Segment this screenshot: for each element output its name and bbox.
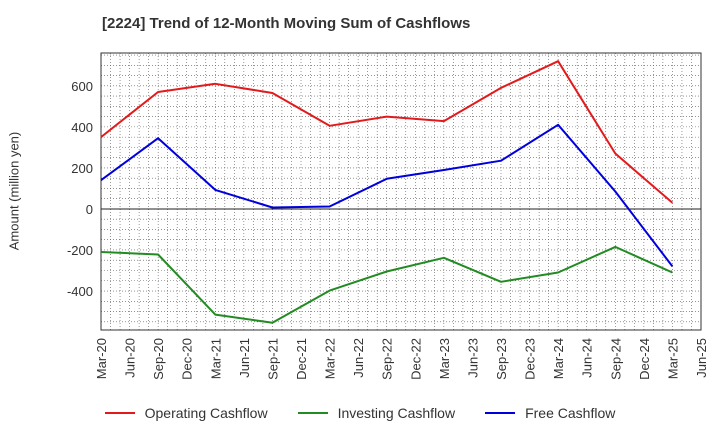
x-tick-label: Mar-23 [437,338,452,379]
legend-label: Investing Cashflow [337,405,456,421]
x-tick-label: Mar-24 [551,338,566,379]
legend-swatch [297,412,328,414]
x-tick-label: Sep-23 [494,338,509,380]
x-tick-label: Sep-24 [608,338,623,380]
legend-swatch [485,412,516,414]
series-line [100,60,674,204]
legend: Operating Cashflow Investing Cashflow Free… [0,405,720,421]
x-tick-label: Sep-22 [380,338,395,380]
x-tick-label: Jun-20 [123,338,138,378]
y-tick-label: 600 [71,79,93,94]
x-tick-label: Dec-21 [294,338,309,380]
x-tick-label: Mar-25 [665,338,680,379]
x-tick-label: Dec-20 [180,338,195,380]
x-tick-label: Sep-20 [151,338,166,380]
x-tick-label: Sep-21 [265,338,280,380]
x-tick-label: Jun-25 [694,338,709,378]
x-tick-label: Mar-22 [323,338,338,379]
x-tick-label: Jun-21 [237,338,252,378]
x-tick-label: Jun-22 [351,338,366,378]
y-tick-label: 400 [71,120,93,135]
y-tick-label: -200 [67,243,93,258]
legend-item: Investing Cashflow [297,405,456,421]
x-tick-label: Jun-24 [580,338,595,378]
legend-item: Operating Cashflow [104,405,268,421]
plot-frame [100,52,702,331]
series-lines [100,60,674,324]
series-line [100,123,674,268]
y-tick-label: 0 [86,202,93,217]
x-tick-label: Dec-22 [408,338,423,380]
series-line [100,245,673,324]
x-tick-label: Dec-23 [523,338,538,380]
y-tick-label: 200 [71,161,93,176]
legend-label: Free Cashflow [525,405,616,421]
legend-item: Free Cashflow [485,405,615,421]
x-tick-label: Mar-21 [208,338,223,379]
x-tick-label: Jun-23 [465,338,480,378]
x-tick-label: Mar-20 [94,338,109,379]
legend-label: Operating Cashflow [144,405,268,421]
y-tick-label: -400 [67,284,93,299]
axes: 600 400 200 0 -200 -400 Mar-20 Jun-20 Sep-20 Dec-… [67,52,709,380]
legend-swatch [104,412,135,414]
x-tick-label: Dec-24 [637,338,652,380]
chart-title: [2224] Trend of 12-Month Moving Sum of C… [102,15,471,32]
